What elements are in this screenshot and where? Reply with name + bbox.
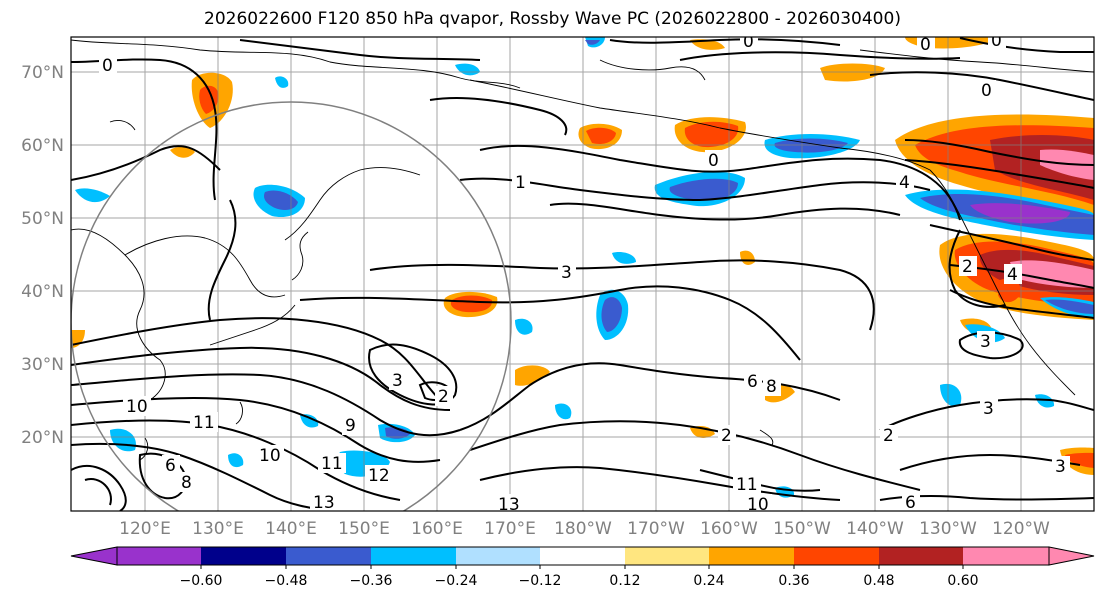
colorbar-extend-high (1048, 546, 1095, 566)
colorbar-tick-label: −0.60 (180, 573, 223, 589)
contour-label: 0 (981, 81, 992, 101)
lon-label: 170°E (484, 519, 536, 539)
contour-label: 2 (883, 426, 894, 446)
lat-label: 20°N (21, 428, 64, 448)
contour-label: 0 (920, 35, 931, 55)
lat-label: 40°N (21, 282, 64, 302)
contour-label: 3 (983, 399, 994, 419)
colorbar-extend-low (70, 546, 118, 566)
colorbar (70, 546, 1095, 566)
colorbar-segment (456, 547, 540, 565)
map-plot-area: 0 0 0 0 0 0 1 4 3 2 2 4 3 3 2 6 8 9 10 1… (71, 31, 1094, 515)
contour-label: 11 (193, 413, 215, 433)
coastlines (71, 39, 1094, 461)
lon-label: 180°W (554, 519, 612, 539)
contour-label: 2 (962, 257, 973, 277)
lon-label: 140°E (265, 519, 317, 539)
lon-label: 160°W (700, 519, 758, 539)
contour-label: 0 (743, 32, 754, 52)
contour-label: 3 (1055, 457, 1066, 477)
contour-label: 3 (980, 332, 991, 352)
colorbar-segment (201, 547, 286, 565)
lon-label: 130°E (192, 519, 244, 539)
colorbar-segment (117, 547, 201, 565)
colorbar-frame (116, 546, 1050, 566)
contour-label: 0 (991, 31, 1002, 51)
contour-label: 3 (561, 263, 572, 283)
contour-label-group: 0 0 0 0 0 0 1 4 3 2 2 4 3 3 2 6 8 9 10 1… (99, 31, 1070, 515)
contour-label: 8 (181, 473, 192, 493)
colorbar-tick-label: 0.12 (609, 573, 640, 589)
map-frame (70, 36, 1095, 512)
contour-label: 2 (438, 387, 449, 407)
colorbar-segment (879, 547, 963, 565)
colorbar-segment (625, 547, 709, 565)
contour-label: 10 (126, 397, 148, 417)
colorbar-segment (709, 547, 794, 565)
lat-label: 30°N (21, 355, 64, 375)
region-circle (71, 101, 512, 511)
lon-label: 160°E (411, 519, 463, 539)
colorbar-ticks: −0.60 −0.48 −0.36 −0.24 −0.12 0.12 0.24 0.36 0.4… (180, 565, 979, 589)
contour-label: 1 (515, 173, 526, 193)
contour-label: 6 (905, 493, 916, 513)
lon-label: 120°E (119, 519, 171, 539)
lat-label: 70°N (21, 63, 64, 83)
contour-label: 4 (899, 173, 910, 193)
contour-label: 0 (708, 151, 719, 171)
colorbar-segment (286, 547, 371, 565)
contour-label: 9 (345, 416, 356, 436)
contour-label: 3 (392, 371, 403, 391)
lon-label: 170°W (627, 519, 685, 539)
contour-label: 13 (313, 493, 335, 513)
contour-label: 8 (766, 377, 777, 397)
colorbar-tick-label: 0.24 (693, 573, 724, 589)
colorbar-tick-label: 0.36 (778, 573, 809, 589)
lon-label: 140°W (846, 519, 904, 539)
colorbar-tick-label: 0.60 (947, 573, 978, 589)
contour-label: 10 (259, 446, 281, 466)
latitude-labels: 70°N 60°N 50°N 40°N 30°N 20°N (21, 63, 64, 448)
colorbar-tick-label: −0.36 (350, 573, 393, 589)
contour-label: 2 (721, 426, 732, 446)
colorbar-segment (371, 547, 456, 565)
colorbar-tick-label: −0.48 (265, 573, 308, 589)
contour-label: 13 (498, 495, 520, 515)
longitude-labels: 120°E 130°E 140°E 150°E 160°E 170°E 180°… (119, 519, 1050, 539)
lat-label: 50°N (21, 209, 64, 229)
colorbar-tick-label: −0.24 (435, 573, 478, 589)
contour-label: 6 (747, 372, 758, 392)
lat-label: 60°N (21, 136, 64, 156)
contour-label: 10 (747, 495, 769, 515)
lon-label: 130°W (919, 519, 977, 539)
lon-label: 120°W (992, 519, 1050, 539)
lon-label: 150°E (338, 519, 390, 539)
contour-label: 6 (165, 456, 176, 476)
colorbar-tick-label: 0.48 (863, 573, 894, 589)
contour-label: 11 (736, 475, 758, 495)
lon-label: 150°W (773, 519, 831, 539)
colorbar-segment (963, 547, 1049, 565)
map-title: 2026022600 F120 850 hPa qvapor, Rossby W… (204, 9, 901, 29)
contour-label: 11 (321, 454, 343, 474)
colorbar-tick-label: −0.12 (519, 573, 562, 589)
colorbar-segment (794, 547, 879, 565)
lat-lon-grid (71, 37, 1094, 511)
contour-label: 12 (368, 466, 390, 486)
colorbar-segment (540, 547, 625, 565)
contour-label: 0 (102, 56, 113, 76)
contour-label: 4 (1007, 265, 1018, 285)
